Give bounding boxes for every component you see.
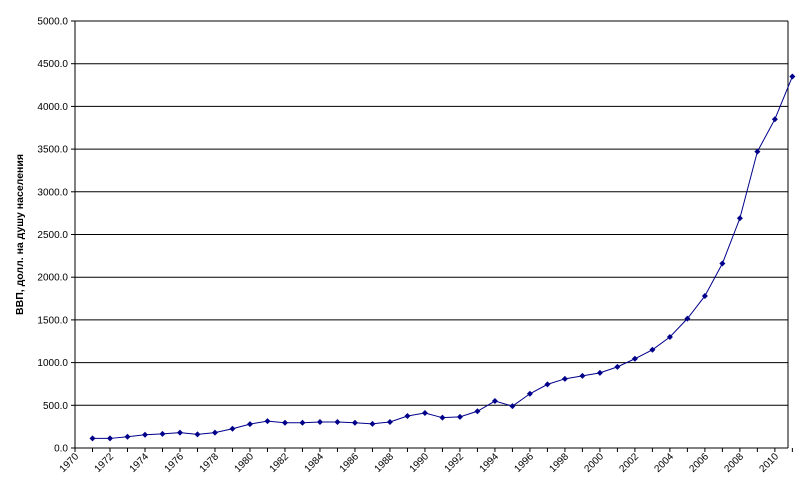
data-point bbox=[509, 403, 516, 410]
data-point bbox=[229, 425, 236, 432]
data-point bbox=[299, 419, 306, 426]
data-point bbox=[89, 435, 96, 442]
data-point bbox=[754, 148, 761, 155]
y-tick-label: 2000.0 bbox=[37, 273, 68, 284]
x-tick-label: 1986 bbox=[338, 451, 362, 475]
data-point bbox=[211, 429, 218, 436]
data-point bbox=[544, 381, 551, 388]
data-point bbox=[719, 260, 726, 267]
series-line bbox=[92, 76, 793, 439]
y-tick-label: 1000.0 bbox=[37, 358, 68, 369]
y-axis-label: ВВП, долл. на душу населения bbox=[14, 154, 26, 315]
x-tick-label: 2008 bbox=[722, 451, 746, 475]
x-tick-label: 2006 bbox=[687, 451, 711, 475]
x-tick-label: 2010 bbox=[757, 451, 781, 475]
data-point bbox=[491, 398, 498, 405]
y-tick-label: 3500.0 bbox=[37, 145, 68, 156]
y-tick-labels: 0.0 500.0 1000.0 1500.0 2000.0 2500.0 3000.0 35… bbox=[37, 17, 75, 455]
gridlines bbox=[75, 20, 789, 448]
x-tick-label: 1982 bbox=[268, 451, 292, 475]
x-tick-label: 1972 bbox=[93, 451, 117, 475]
x-tick-label: 1970 bbox=[58, 451, 82, 475]
data-point bbox=[526, 390, 533, 397]
y-tick-label: 3000.0 bbox=[37, 187, 68, 198]
data-point bbox=[316, 418, 323, 425]
data-point bbox=[614, 363, 621, 370]
x-tick-label: 2000 bbox=[583, 451, 607, 475]
x-tick-label: 1976 bbox=[163, 451, 187, 475]
x-tick-label: 1980 bbox=[233, 451, 257, 475]
x-tick-label: 2002 bbox=[618, 451, 642, 475]
data-point bbox=[439, 414, 446, 421]
data-point bbox=[159, 430, 166, 437]
data-point bbox=[684, 315, 691, 322]
y-tick-label: 5000.0 bbox=[37, 17, 68, 28]
data-point bbox=[369, 420, 376, 427]
y-tick-label: 0.0 bbox=[54, 444, 68, 455]
y-tick-label: 1500.0 bbox=[37, 315, 68, 326]
data-point bbox=[141, 431, 148, 438]
data-point bbox=[421, 409, 428, 416]
data-point bbox=[106, 435, 113, 442]
data-point bbox=[771, 116, 778, 123]
data-point bbox=[246, 421, 253, 428]
y-tick-label: 500.0 bbox=[43, 401, 68, 412]
data-point bbox=[281, 419, 288, 426]
x-tick-label: 1990 bbox=[408, 451, 432, 475]
y-tick-label: 4000.0 bbox=[37, 102, 68, 113]
data-point bbox=[666, 333, 673, 340]
data-point bbox=[456, 413, 463, 420]
data-point bbox=[789, 73, 796, 80]
data-point bbox=[351, 419, 358, 426]
data-point bbox=[386, 418, 393, 425]
data-point bbox=[649, 346, 656, 353]
series-group bbox=[89, 73, 796, 442]
x-tick-label: 1994 bbox=[478, 451, 502, 475]
x-tick-label: 1974 bbox=[128, 451, 152, 475]
y-tick-label: 4500.0 bbox=[37, 59, 68, 70]
data-point bbox=[404, 412, 411, 419]
data-point bbox=[631, 355, 638, 362]
x-tick-label: 1988 bbox=[373, 451, 397, 475]
data-point bbox=[474, 408, 481, 415]
data-point bbox=[579, 372, 586, 379]
data-point bbox=[736, 215, 743, 222]
x-tick-label: 1998 bbox=[548, 451, 572, 475]
y-tick-label: 2500.0 bbox=[37, 230, 68, 241]
data-point bbox=[334, 418, 341, 425]
data-point bbox=[596, 369, 603, 376]
x-tick-labels: 1970 1972 1974 1976 1978 1980 1982 1984 1986 1988… bbox=[58, 448, 793, 475]
x-tick-label: 1996 bbox=[513, 451, 537, 475]
data-point bbox=[176, 429, 183, 436]
data-point bbox=[701, 292, 708, 299]
x-tick-label: 2004 bbox=[653, 451, 677, 475]
x-tick-label: 1978 bbox=[198, 451, 222, 475]
x-tick-label: 1992 bbox=[443, 451, 467, 475]
data-point bbox=[194, 431, 201, 438]
x-tick-label: 1984 bbox=[303, 451, 327, 475]
data-point bbox=[561, 375, 568, 382]
data-point bbox=[264, 418, 271, 425]
data-point bbox=[124, 433, 131, 440]
